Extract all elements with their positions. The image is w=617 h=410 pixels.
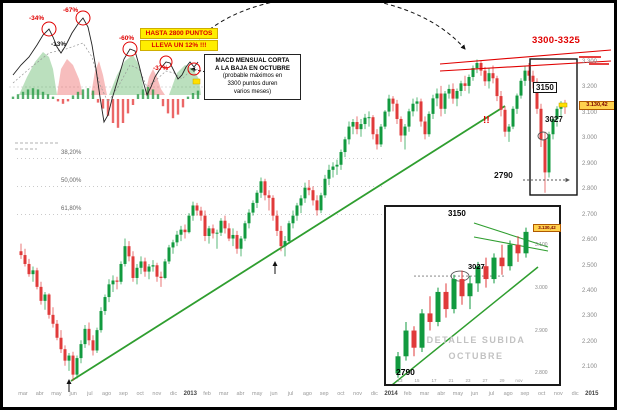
y-tick: 2.800: [582, 186, 598, 193]
detail-watermark-line2: OCTUBRE: [448, 351, 504, 361]
resistance-zone-label: 3300-3325: [532, 35, 581, 46]
y-tick: 3.200: [582, 84, 598, 91]
macd-note-line5: varios meses): [233, 88, 272, 95]
last-price-badge: 3.130,42: [579, 101, 614, 110]
x-tick: ago: [503, 391, 513, 397]
detail-y-tick: 3.100: [535, 241, 548, 248]
x-tick: may: [252, 391, 263, 397]
gain-note-line2: LLEVA UN 12% !!!: [140, 40, 218, 51]
october-detail-inset[interactable]: 3150 3027 2790 DETALLE SUBIDA OCTUBRE 3.…: [384, 205, 561, 386]
detail-x-tick: 21: [448, 378, 454, 383]
x-tick: mar: [18, 391, 28, 397]
macd-note-line3: (probable máximos en: [222, 73, 283, 80]
x-tick: 2013: [183, 391, 197, 397]
x-tick: jun: [471, 391, 479, 397]
y-tick: 2.900: [582, 160, 598, 167]
y-tick: 3.300: [582, 59, 598, 65]
x-tick: 2015: [585, 391, 599, 397]
y-tick: 2.400: [582, 287, 598, 294]
x-tick: sep: [118, 391, 128, 397]
macd-monthly-inset[interactable]: -34% -67% -13% -60% -37%: [9, 7, 207, 149]
macd-note-line1: MACD MENSUAL CORTA: [215, 57, 290, 64]
x-tick: may: [452, 391, 464, 397]
level-2790-label: 2790: [494, 170, 513, 180]
y-tick: 3.000: [582, 135, 598, 142]
x-tick: oct: [537, 391, 546, 397]
detail-inset-plot: [392, 222, 549, 384]
x-tick: jul: [488, 391, 495, 397]
x-tick: abr: [437, 391, 446, 397]
time-axis[interactable]: mar abr may jun jul ago sep oct nov dic 2013 feb mar…: [3, 391, 614, 403]
detail-y-tick: 3.000: [535, 284, 548, 291]
x-tick: jul: [87, 391, 93, 397]
trendline-break-alert: !!: [483, 115, 490, 126]
y-tick: 3.100: [582, 109, 598, 116]
x-tick: abr: [35, 391, 44, 397]
detail-x-tick: 29: [499, 378, 505, 383]
y-tick: 2.300: [582, 313, 598, 320]
macd-percent-label: -37%: [153, 65, 169, 72]
macd-note-line4: 3300 puntos duren: [227, 80, 278, 87]
detail-x-tick: nov: [515, 378, 523, 383]
x-tick: jun: [69, 391, 77, 397]
x-tick: oct: [337, 391, 345, 397]
x-tick: jul: [287, 391, 294, 397]
x-tick: mar: [419, 391, 430, 397]
macd-note-line2: A LA BAJA EN OCTUBRE: [215, 65, 290, 73]
macd-percent-label: -67%: [63, 7, 79, 14]
gain-note: HASTA 2800 PUNTOS LLEVA UN 12% !!!: [140, 28, 218, 52]
detail-x-tick: 27: [482, 378, 488, 383]
x-tick: dic: [370, 391, 378, 397]
detail-y-tick: 2.900: [535, 327, 548, 334]
macd-percent-label: -34%: [29, 15, 45, 22]
x-tick: 2014: [384, 391, 398, 397]
x-tick: mar: [219, 391, 229, 397]
y-tick: 2.100: [582, 364, 598, 371]
x-tick: nov: [353, 391, 363, 397]
x-tick: feb: [203, 391, 211, 397]
detail-y-tick: 2.800: [535, 370, 548, 377]
detail-level-2790: 2790: [396, 367, 415, 377]
main-price-chart[interactable]: [3, 3, 614, 407]
gain-note-line1: HASTA 2800 PUNTOS: [140, 28, 218, 39]
x-tick: jun: [270, 391, 278, 397]
detail-price-badge: 3.130,42: [533, 224, 561, 232]
x-tick: nov: [553, 391, 563, 397]
level-3150-label: 3150: [533, 82, 557, 93]
x-tick: oct: [136, 391, 144, 397]
x-tick: nov: [152, 391, 162, 397]
fib-level-label: 61,80%: [61, 206, 82, 213]
detail-x-tick: 23: [465, 378, 471, 383]
price-axis[interactable]: 3.300 3.200 3.100 3.000 2.900 2.800 2.700 2.600…: [580, 3, 614, 407]
fib-level-label: 50,00%: [61, 178, 82, 185]
x-tick: ago: [302, 391, 312, 397]
fib-level-label: 38,20%: [61, 150, 82, 157]
x-tick: abr: [236, 391, 245, 397]
x-tick: dic: [571, 391, 579, 397]
level-3027-label: 3027: [545, 115, 563, 124]
x-tick: may: [51, 391, 62, 397]
y-tick: 2.600: [582, 237, 598, 244]
x-tick: sep: [319, 391, 329, 397]
x-tick: dic: [170, 391, 178, 397]
detail-x-tick: 15: [414, 378, 420, 383]
detail-level-3150: 3150: [448, 209, 466, 218]
x-tick: ago: [102, 391, 112, 397]
macd-percent-label: -13%: [51, 41, 67, 48]
y-tick: 2.700: [582, 211, 598, 218]
macd-percent-label: -60%: [119, 35, 135, 42]
detail-watermark-line1: DETALLE SUBIDA: [426, 335, 526, 345]
x-tick: feb: [403, 391, 412, 397]
macd-note-box: MACD MENSUAL CORTA A LA BAJA EN OCTUBRE …: [204, 54, 301, 100]
detail-x-tick: 13: [397, 378, 403, 383]
x-tick: sep: [520, 391, 530, 397]
y-tick: 2.200: [582, 338, 598, 345]
detail-level-3027: 3027: [468, 262, 485, 271]
detail-x-tick: 17: [431, 378, 437, 383]
y-tick: 2.500: [582, 262, 598, 269]
macd-inset-plot: [9, 10, 207, 128]
